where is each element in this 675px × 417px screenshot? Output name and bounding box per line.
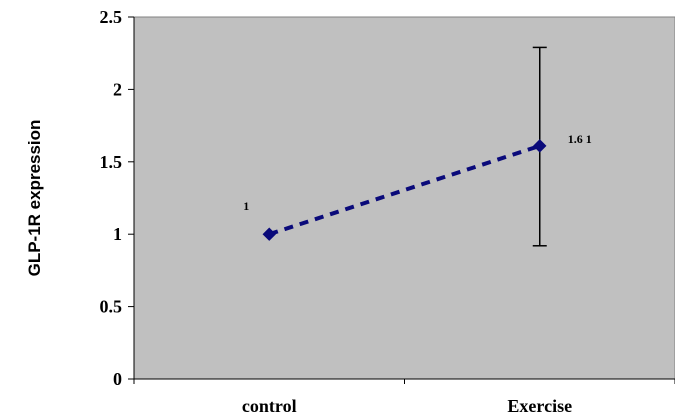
data-labels: 1 1.6 1: [243, 132, 592, 213]
y-tick-label: 0.5: [100, 297, 123, 317]
y-tick-label: 2: [113, 79, 122, 99]
data-point: [262, 227, 276, 241]
y-tick-label: 1: [113, 224, 122, 244]
series-layer: [262, 46, 547, 247]
x-tick-label: Exercise: [507, 396, 572, 416]
y-tick-label: 2.5: [100, 7, 123, 27]
plot-area: [133, 16, 675, 380]
data-label: 1.6 1: [568, 132, 592, 146]
data-point: [533, 139, 547, 153]
x-axis-ticks: control Exercise: [133, 379, 675, 416]
y-tick-label: 1.5: [100, 152, 123, 172]
x-tick-label: control: [242, 396, 297, 416]
y-axis-title: GLP-1R expression: [25, 120, 44, 277]
y-tick-label: 0: [113, 369, 122, 389]
data-label: 1: [243, 199, 249, 213]
y-axis-ticks: 0 0.5 1 1.5 2 2.5: [100, 7, 134, 389]
